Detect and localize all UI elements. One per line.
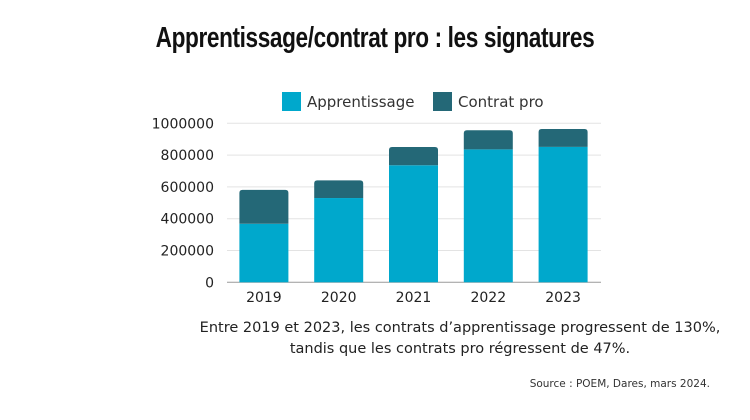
bar-apprentissage [389,165,438,283]
x-tick-label: 2022 [470,290,506,306]
bar-contrat-pro [314,180,364,199]
bar-apprentissage [463,149,513,283]
legend-label: Contrat pro [458,93,544,111]
source-note: Source : POEM, Dares, mars 2024. [529,378,710,390]
x-tick-label: 2020 [321,290,357,306]
caption-line-2: tandis que les contrats pro régressent d… [289,341,631,357]
legend-swatch [282,92,301,111]
caption-line-1: Entre 2019 et 2023, les contrats d’appre… [199,320,721,336]
x-tick-label: 2019 [246,290,282,306]
caption: Entre 2019 et 2023, les contrats d’appre… [180,318,740,360]
x-axis-ticks: 2019 2020 2021 2022 2023 [246,290,581,306]
x-tick-label: 2021 [396,290,432,306]
y-tick-label: 600000 [161,180,214,196]
legend-swatch [433,92,452,111]
legend-label: Apprentissage [307,93,415,111]
y-tick-label: 800000 [161,148,214,164]
x-tick-label: 2023 [545,290,581,306]
y-axis-ticks: 0 200000 400000 600000 800000 1000000 [152,116,214,291]
y-tick-label: 0 [205,275,214,291]
y-tick-label: 200000 [161,244,214,260]
bar-apprentissage [538,146,588,283]
chart-title: Apprentissage/contrat pro : les signatur… [155,22,595,54]
bars [239,129,588,283]
bar-contrat-pro [463,130,513,150]
bar-contrat-pro [239,189,289,224]
bar-contrat-pro [389,146,438,166]
y-tick-label: 400000 [161,212,214,228]
bar-apprentissage [314,198,364,283]
bar-contrat-pro [538,129,588,147]
y-tick-label: 1000000 [152,116,214,132]
legend: Apprentissage Contrat pro [282,92,544,111]
bar-apprentissage [239,223,289,283]
